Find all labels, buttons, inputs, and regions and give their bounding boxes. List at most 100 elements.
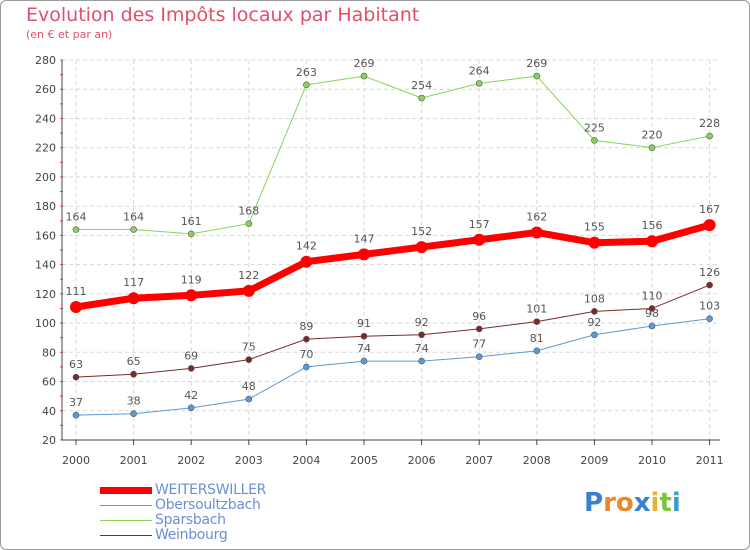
- legend-label-weinbourg: Weinbourg: [155, 527, 228, 543]
- data-label-sparsbach: 264: [469, 64, 490, 77]
- data-label-sparsbach: 225: [584, 121, 605, 134]
- legend: WEITERSWILLER Obersoultzbach Sparsbach W…: [100, 482, 320, 544]
- chart-title: Evolution des Impôts locaux par Habitant: [26, 4, 420, 26]
- data-point-weinbourg: [706, 281, 713, 289]
- logo-letter: r: [603, 488, 616, 518]
- legend-item-sparsbach: Sparsbach: [100, 512, 320, 529]
- data-point-sparsbach: [706, 132, 713, 140]
- logo-letter: t: [659, 488, 672, 518]
- data-point-obersoultzbach: [303, 363, 310, 371]
- data-point-sparsbach: [418, 94, 425, 102]
- data-point-obersoultzbach: [360, 357, 368, 365]
- y-tick-label: 160: [35, 229, 56, 242]
- x-tick-label: 2010: [638, 454, 666, 467]
- data-point-obersoultzbach: [245, 395, 253, 403]
- data-point-sparsbach: [360, 72, 368, 80]
- data-point-weiterswiller: [703, 219, 716, 232]
- data-point-weinbourg: [72, 373, 80, 381]
- y-tick-label: 40: [42, 405, 56, 418]
- data-point-obersoultzbach: [130, 410, 137, 417]
- data-label-obersoultzbach: 48: [242, 380, 256, 393]
- data-label-weiterswiller: 111: [66, 285, 87, 298]
- data-label-weinbourg: 65: [127, 355, 141, 368]
- series-line-sparsbach: [75, 75, 711, 235]
- logo-letter: x: [633, 488, 651, 518]
- data-label-weiterswiller: 117: [123, 276, 144, 289]
- logo-letter: P: [584, 488, 604, 518]
- data-label-obersoultzbach: 38: [127, 395, 141, 408]
- data-label-weiterswiller: 147: [354, 232, 375, 245]
- data-point-weinbourg: [187, 365, 195, 372]
- grid: [62, 59, 720, 441]
- data-label-weiterswiller: 122: [238, 269, 259, 282]
- data-point-weiterswiller: [646, 235, 658, 248]
- x-tick-label: 2002: [177, 454, 205, 467]
- data-label-weiterswiller: 142: [296, 240, 317, 253]
- data-point-sparsbach: [72, 226, 80, 233]
- legend-item-weiterswiller: WEITERSWILLER: [100, 482, 320, 499]
- data-point-weinbourg: [418, 331, 425, 339]
- y-tick-label: 200: [35, 171, 56, 184]
- x-tick-label: 2006: [408, 454, 436, 467]
- x-tick-label: 2008: [523, 454, 551, 467]
- data-label-weiterswiller: 152: [411, 225, 432, 238]
- data-label-obersoultzbach: 81: [530, 332, 544, 345]
- logo-letter: i: [650, 488, 660, 518]
- axes: 20 40 60 80 100 120 140 160 180 200 220 240 260 280 20…: [35, 54, 724, 467]
- data-labels: 164 164 161 168 263 269 254 264 269 225 220 228 63 65…: [66, 57, 721, 409]
- data-label-obersoultzbach: 37: [69, 396, 83, 409]
- legend-label-weiterswiller: WEITERSWILLER: [155, 482, 267, 498]
- x-tick-label: 2003: [235, 454, 263, 467]
- data-label-weinbourg: 63: [69, 358, 83, 371]
- data-point-weiterswiller: [242, 284, 255, 297]
- data-point-obersoultzbach: [72, 411, 80, 419]
- data-label-weinbourg: 75: [242, 341, 256, 354]
- x-tick-label: 2001: [120, 454, 148, 467]
- data-label-weinbourg: 108: [584, 292, 605, 305]
- y-tick-label: 280: [35, 54, 56, 67]
- data-point-weiterswiller: [358, 248, 370, 261]
- data-point-weinbourg: [591, 308, 598, 315]
- data-point-weiterswiller: [415, 241, 428, 254]
- data-label-weinbourg: 69: [184, 349, 198, 362]
- data-point-weiterswiller: [185, 289, 198, 302]
- data-point-weinbourg: [475, 325, 483, 333]
- y-tick-label: 220: [35, 142, 56, 155]
- data-point-weinbourg: [648, 305, 656, 312]
- data-point-obersoultzbach: [475, 353, 483, 360]
- data-label-obersoultzbach: 70: [299, 348, 313, 361]
- data-label-weiterswiller: 157: [469, 218, 490, 231]
- data-point-obersoultzbach: [648, 322, 656, 330]
- data-label-weiterswiller: 119: [181, 273, 202, 286]
- data-label-weinbourg: 92: [415, 316, 429, 329]
- data-point-sparsbach: [130, 226, 137, 233]
- x-tick-label: 2005: [350, 454, 378, 467]
- data-label-obersoultzbach: 74: [415, 342, 429, 355]
- data-point-weiterswiller: [70, 301, 82, 313]
- legend-item-obersoultzbach: Obersoultzbach: [100, 497, 320, 514]
- y-tick-label: 80: [42, 346, 56, 359]
- series-lines: [70, 72, 716, 419]
- data-label-sparsbach: 168: [238, 205, 259, 218]
- data-label-weinbourg: 126: [699, 266, 720, 279]
- data-label-weiterswiller: 167: [699, 203, 720, 216]
- legend-swatch-obersoultzbach: [100, 505, 152, 506]
- data-label-weiterswiller: 162: [526, 210, 547, 223]
- legend-swatch-weiterswiller: [100, 487, 152, 494]
- data-point-sparsbach: [303, 81, 310, 89]
- data-label-weinbourg: 91: [357, 317, 371, 330]
- data-point-sparsbach: [245, 220, 253, 227]
- data-point-obersoultzbach: [418, 357, 425, 365]
- data-label-obersoultzbach: 103: [699, 300, 720, 313]
- y-tick-label: 180: [35, 200, 56, 213]
- data-point-weiterswiller: [530, 226, 543, 239]
- logo-letter: o: [615, 488, 634, 518]
- data-label-sparsbach: 269: [526, 57, 547, 70]
- data-label-weinbourg: 110: [642, 289, 663, 302]
- data-label-obersoultzbach: 42: [184, 389, 198, 402]
- data-point-weiterswiller: [588, 236, 601, 249]
- data-label-weinbourg: 96: [472, 310, 486, 323]
- data-point-weinbourg: [130, 370, 137, 378]
- data-label-sparsbach: 220: [642, 129, 663, 142]
